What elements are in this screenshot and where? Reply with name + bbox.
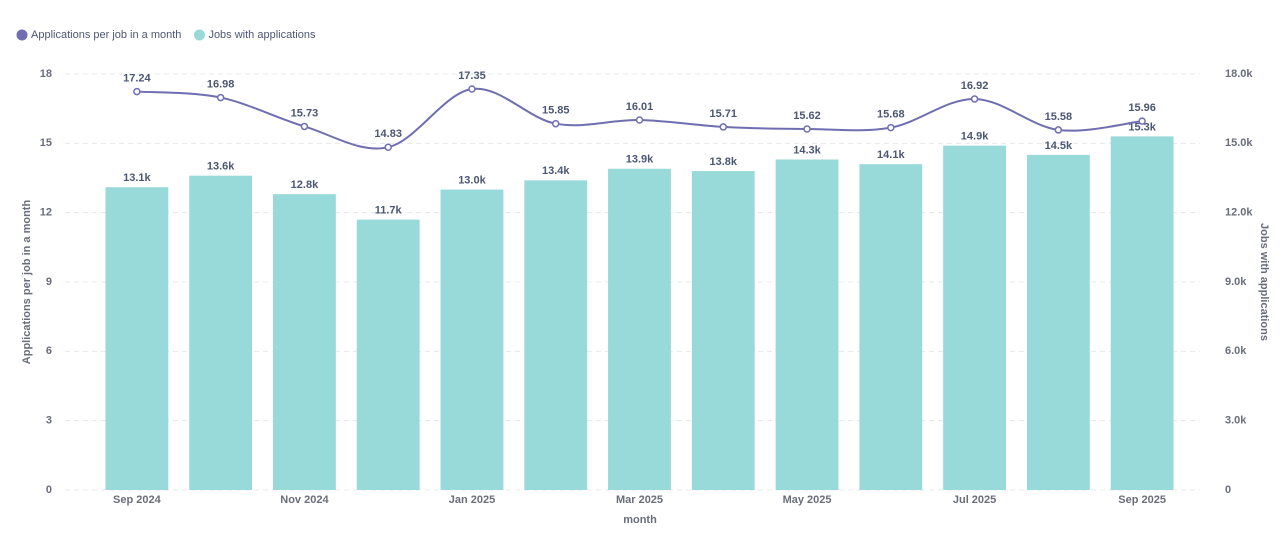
bar	[273, 194, 336, 490]
line-point	[887, 123, 895, 132]
line-value-label: 15.85	[542, 105, 570, 117]
bar	[608, 168, 671, 490]
bar-value-label: 11.7k	[375, 205, 403, 217]
line-value-label: 15.68	[877, 109, 905, 121]
bar	[1110, 136, 1174, 490]
line-value-label: 15.71	[710, 108, 738, 120]
line-value-label: 17.35	[458, 70, 486, 82]
line-point	[133, 87, 141, 96]
line-point	[719, 123, 728, 131]
bar-value-label: 14.3k	[793, 144, 821, 156]
line-value-label: 17.24	[123, 72, 151, 84]
line-value-label: 15.58	[1045, 111, 1073, 123]
line-value-label: 15.62	[793, 110, 821, 122]
y2-tick-label: 6.0k	[1225, 345, 1247, 357]
line-point	[551, 119, 560, 128]
bar	[440, 189, 504, 491]
line-value-label: 14.83	[374, 128, 402, 140]
line-point	[1054, 126, 1063, 134]
legend-swatch	[193, 29, 205, 41]
bar-value-label: 13.6k	[207, 161, 235, 173]
x-tick-label: Mar 2025	[616, 494, 663, 506]
y-tick-label: 12	[40, 207, 52, 219]
x-tick-label: Jan 2025	[449, 494, 495, 506]
bar	[524, 180, 588, 491]
x-axis-title: month	[623, 514, 657, 526]
y2-tick-label: 0	[1225, 484, 1231, 496]
legend-label: Jobs with applications	[208, 29, 316, 41]
y-tick-label: 6	[46, 345, 52, 357]
y-tick-label: 15	[40, 137, 52, 149]
y-tick-label: 0	[46, 484, 52, 496]
y2-axis-title: Jobs with applications	[1258, 223, 1270, 341]
line-point	[635, 116, 644, 124]
bar	[356, 219, 420, 490]
line-value-label: 16.98	[207, 78, 235, 90]
x-tick-label: Sep 2024	[113, 494, 162, 506]
bar	[105, 187, 169, 490]
line-point	[1138, 117, 1146, 125]
y2-tick-label: 12.0k	[1225, 207, 1253, 219]
line-value-label: 15.96	[1128, 102, 1156, 114]
y2-tick-label: 3.0k	[1225, 415, 1247, 427]
line-point	[216, 93, 225, 102]
y2-tick-label: 15.0k	[1225, 137, 1253, 149]
bar-value-label: 15.3k	[1128, 121, 1156, 133]
bar	[859, 164, 923, 490]
line-point	[300, 122, 309, 131]
y2-tick-label: 9.0k	[1225, 276, 1247, 288]
line-point	[468, 85, 476, 93]
line-value-label: 15.73	[291, 107, 319, 119]
x-tick-label: May 2025	[783, 494, 832, 506]
bar-value-label: 13.0k	[458, 174, 486, 186]
line-point	[970, 95, 979, 103]
bar	[691, 171, 755, 491]
legend-label: Applications per job in a month	[31, 29, 181, 41]
line-value-label: 16.92	[961, 80, 989, 92]
y-tick-label: 3	[46, 415, 52, 427]
bar-value-label: 13.4k	[542, 165, 570, 177]
x-tick-label: Sep 2025	[1118, 494, 1166, 506]
bar	[1026, 154, 1090, 490]
bar-value-label: 12.8k	[291, 179, 319, 191]
y-tick-label: 9	[46, 276, 52, 288]
y-axis-title: Applications per job in a month	[21, 200, 33, 365]
bar	[943, 145, 1006, 490]
bar-value-label: 13.1k	[123, 172, 151, 184]
bar-value-label: 13.8k	[710, 156, 738, 168]
bar-value-label: 13.9k	[626, 154, 654, 166]
x-tick-label: Jul 2025	[953, 494, 996, 506]
bar	[189, 175, 253, 490]
y-tick-label: 18	[40, 68, 52, 80]
x-tick-label: Nov 2024	[280, 494, 329, 506]
legend-swatch	[16, 29, 28, 41]
y2-tick-label: 18.0k	[1225, 68, 1253, 80]
line-point	[803, 125, 811, 133]
bar-value-label: 14.9k	[961, 131, 989, 143]
bar	[775, 159, 839, 490]
line-point	[384, 143, 392, 152]
bar-value-label: 14.1k	[877, 149, 905, 161]
bar-value-label: 14.5k	[1045, 140, 1073, 152]
line-value-label: 16.01	[626, 101, 654, 113]
